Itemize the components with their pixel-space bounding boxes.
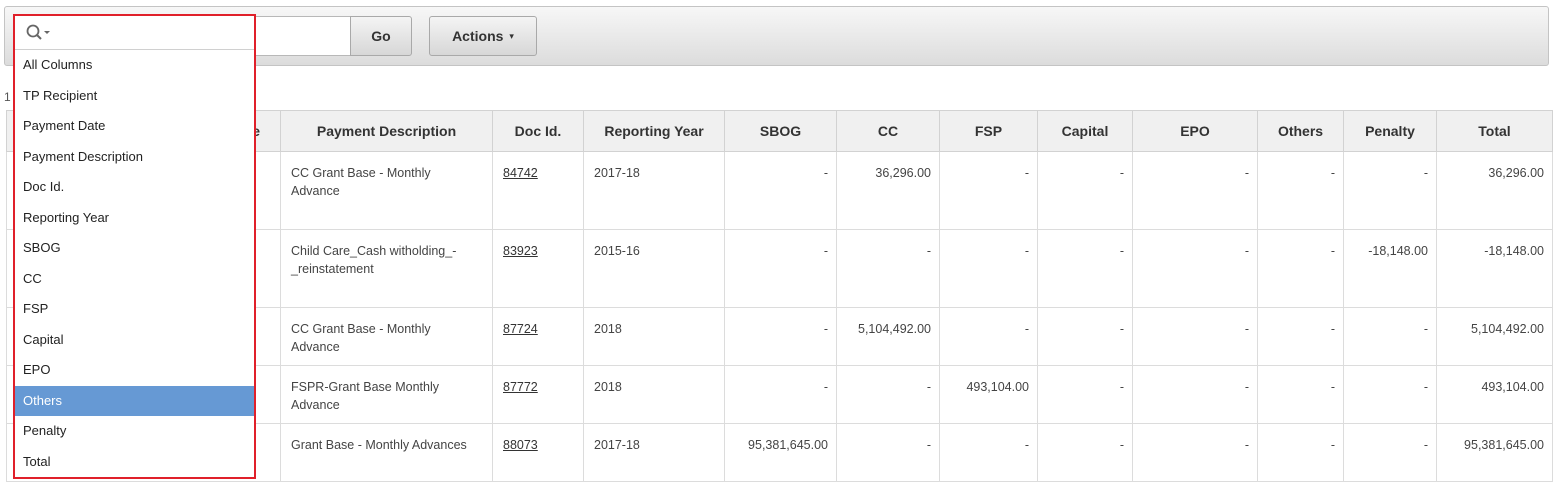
column-option[interactable]: EPO <box>23 362 51 377</box>
cell-capital: - <box>1037 307 1133 366</box>
column-option[interactable]: All Columns <box>23 57 93 72</box>
doc-id-link[interactable]: 83923 <box>503 244 538 258</box>
column-option[interactable]: TP Recipient <box>23 87 98 103</box>
column-option[interactable]: Reporting Year <box>23 209 110 225</box>
column-option[interactable]: Others <box>15 385 254 416</box>
cell-year: 2018 <box>583 365 725 424</box>
cell-epo: - <box>1132 365 1258 424</box>
column-header[interactable]: EPO <box>1132 110 1258 152</box>
cell-sbog: - <box>724 229 837 308</box>
cell-fsp: - <box>939 423 1038 482</box>
cell-fsp: - <box>939 151 1038 230</box>
cell-sbog: - <box>724 151 837 230</box>
cell-others: - <box>1257 365 1344 424</box>
cell-others: - <box>1257 423 1344 482</box>
cell-desc: Grant Base - Monthly Advances <box>280 423 493 482</box>
cell-total: 5,104,492.00 <box>1436 307 1553 366</box>
cell-doc: 83923 <box>492 229 584 308</box>
column-header[interactable]: Total <box>1436 110 1553 152</box>
cell-epo: - <box>1132 151 1258 230</box>
cell-sbog: - <box>724 365 837 424</box>
column-search-toggle[interactable] <box>15 16 254 50</box>
cell-capital: - <box>1037 365 1133 424</box>
search-icon[interactable] <box>25 23 51 43</box>
cell-doc: 88073 <box>492 423 584 482</box>
cell-year: 2018 <box>583 307 725 366</box>
cell-penalty: - <box>1343 423 1437 482</box>
cell-total: 95,381,645.00 <box>1436 423 1553 482</box>
cell-others: - <box>1257 307 1344 366</box>
column-header[interactable]: Doc Id. <box>492 110 584 152</box>
cell-epo: - <box>1132 423 1258 482</box>
doc-id-link[interactable]: 87724 <box>503 322 538 336</box>
cell-cc: 5,104,492.00 <box>836 307 940 366</box>
cell-others: - <box>1257 229 1344 308</box>
cell-doc: 87772 <box>492 365 584 424</box>
cell-sbog: 95,381,645.00 <box>724 423 837 482</box>
column-option[interactable]: Doc Id. <box>23 179 65 194</box>
column-search-dropdown[interactable]: All Columns TP Recipient Payment Date Payme… <box>13 14 256 479</box>
column-header[interactable]: CC <box>836 110 940 152</box>
cell-cc: - <box>836 423 940 482</box>
cell-desc: CC Grant Base - Monthly Advance <box>280 307 493 366</box>
cell-desc: Child Care_Cash witholding_-_reinstateme… <box>280 229 493 308</box>
cell-penalty: - <box>1343 307 1437 366</box>
column-header[interactable]: Capital <box>1037 110 1133 152</box>
cell-year: 2017-18 <box>583 423 725 482</box>
column-header[interactable]: Others <box>1257 110 1344 152</box>
cell-total: 493,104.00 <box>1436 365 1553 424</box>
column-option[interactable]: SBOG <box>23 240 61 255</box>
doc-id-link[interactable]: 87772 <box>503 380 538 394</box>
column-header[interactable]: Reporting Year <box>583 110 725 152</box>
chevron-down-icon: ▾ <box>509 30 514 41</box>
cell-year: 2015-16 <box>583 229 725 308</box>
cell-fsp: 493,104.00 <box>939 365 1038 424</box>
cell-capital: - <box>1037 423 1133 482</box>
cell-penalty: - <box>1343 151 1437 230</box>
column-header[interactable]: SBOG <box>724 110 837 152</box>
cell-fsp: - <box>939 307 1038 366</box>
actions-button[interactable]: Actions ▾ <box>429 16 537 56</box>
column-header[interactable]: FSP <box>939 110 1038 152</box>
cell-doc: 87724 <box>492 307 584 366</box>
doc-id-link[interactable]: 84742 <box>503 166 538 180</box>
column-list: All Columns TP Recipient Payment Date Payme… <box>15 50 254 477</box>
cell-total: 36,296.00 <box>1436 151 1553 230</box>
cell-penalty: -18,148.00 <box>1343 229 1437 308</box>
cell-capital: - <box>1037 229 1133 308</box>
cell-epo: - <box>1132 307 1258 366</box>
cell-cc: - <box>836 365 940 424</box>
cell-others: - <box>1257 151 1344 230</box>
column-option[interactable]: Capital <box>23 331 64 347</box>
doc-id-link[interactable]: 88073 <box>503 438 538 452</box>
cell-cc: - <box>836 229 940 308</box>
cell-cc: 36,296.00 <box>836 151 940 230</box>
go-button[interactable]: Go <box>350 16 412 56</box>
column-option[interactable]: Payment Description <box>23 148 143 164</box>
cell-capital: - <box>1037 151 1133 230</box>
pagination-info: 1 <box>4 90 11 104</box>
cell-penalty: - <box>1343 365 1437 424</box>
cell-doc: 84742 <box>492 151 584 230</box>
cell-year: 2017-18 <box>583 151 725 230</box>
cell-desc: FSPR-Grant Base Monthly Advance <box>280 365 493 424</box>
actions-label: Actions <box>452 28 504 44</box>
cell-desc: CC Grant Base - Monthly Advance <box>280 151 493 230</box>
column-header[interactable]: Penalty <box>1343 110 1437 152</box>
cell-sbog: - <box>724 307 837 366</box>
cell-fsp: - <box>939 229 1038 308</box>
column-option[interactable]: CC <box>23 270 42 286</box>
column-option[interactable]: Payment Date <box>23 118 106 133</box>
column-option[interactable]: Total <box>23 453 51 469</box>
cell-epo: - <box>1132 229 1258 308</box>
cell-total: -18,148.00 <box>1436 229 1553 308</box>
column-header[interactable]: Payment Description <box>280 110 493 152</box>
column-option[interactable]: FSP <box>23 301 49 316</box>
column-option[interactable]: Penalty <box>23 423 67 438</box>
